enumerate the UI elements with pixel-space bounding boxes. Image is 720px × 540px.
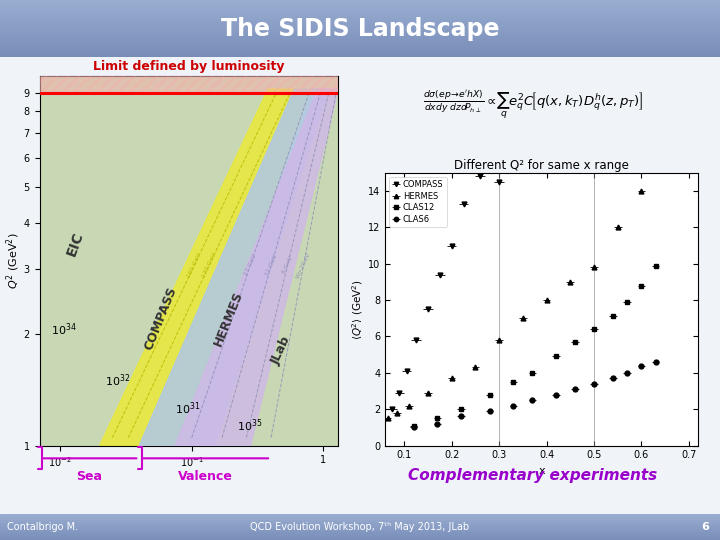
Bar xyxy=(0,23,720,24)
Text: 6: 6 xyxy=(701,522,709,532)
Text: QCD Evolution Workshop, 7ᵗʰ May 2013, JLab: QCD Evolution Workshop, 7ᵗʰ May 2013, JL… xyxy=(251,522,469,532)
Bar xyxy=(0,4,720,5)
Text: EIC: EIC xyxy=(64,230,86,258)
Bar xyxy=(0,24,720,25)
Text: JLab: JLab xyxy=(269,335,294,367)
Bar xyxy=(0,531,720,532)
Bar xyxy=(0,18,720,20)
Text: 6 GeV: 6 GeV xyxy=(282,255,294,275)
Bar xyxy=(0,527,720,528)
Bar xyxy=(0,52,720,54)
Bar xyxy=(0,515,720,517)
Text: Complementary experiments: Complementary experiments xyxy=(408,468,657,483)
Text: 27 GeV: 27 GeV xyxy=(243,254,258,276)
Bar xyxy=(0,36,720,37)
Bar xyxy=(0,532,720,534)
Bar xyxy=(0,47,720,48)
Bar xyxy=(0,7,720,9)
Bar xyxy=(0,41,720,43)
Text: 160 GeV: 160 GeV xyxy=(186,252,202,278)
Bar xyxy=(0,21,720,23)
Bar xyxy=(0,45,720,47)
Bar xyxy=(0,9,720,10)
Bar xyxy=(0,534,720,535)
Bar xyxy=(0,11,720,13)
Text: Valence: Valence xyxy=(178,470,233,483)
Text: 170 GeV: 170 GeV xyxy=(202,252,217,278)
Bar xyxy=(0,31,720,32)
Text: $10^{35}$: $10^{35}$ xyxy=(237,417,262,434)
Title: Different Q² for same x range: Different Q² for same x range xyxy=(454,159,629,172)
Bar xyxy=(0,514,720,515)
Bar xyxy=(0,0,720,2)
Bar xyxy=(0,536,720,537)
Bar xyxy=(0,523,720,524)
Bar xyxy=(0,32,720,34)
Bar xyxy=(0,519,720,521)
Bar xyxy=(0,5,720,7)
Bar xyxy=(0,539,720,540)
Text: Contalbrigo M.: Contalbrigo M. xyxy=(7,522,78,532)
Bar xyxy=(0,25,720,27)
Bar xyxy=(0,34,720,36)
Bar xyxy=(0,522,720,523)
Bar xyxy=(0,528,720,530)
Bar xyxy=(0,27,720,28)
Bar xyxy=(0,20,720,21)
Bar xyxy=(0,521,720,522)
Text: $10^{31}$: $10^{31}$ xyxy=(175,400,201,417)
Bar xyxy=(0,3,720,4)
Bar xyxy=(0,50,720,51)
Bar xyxy=(0,38,720,40)
Text: Sea: Sea xyxy=(76,470,102,483)
Bar xyxy=(0,13,720,14)
Text: $\frac{d\sigma(ep\!\rightarrow\! e^{\prime}hX)}{dxdy\;dzd\!P_{h\perp}}\propto\!\: $\frac{d\sigma(ep\!\rightarrow\! e^{\pri… xyxy=(423,89,643,122)
Bar xyxy=(0,43,720,44)
Bar xyxy=(0,17,720,18)
Text: 11 GeV: 11 GeV xyxy=(264,254,279,276)
Bar xyxy=(0,54,720,55)
Text: The SIDIS Landscape: The SIDIS Landscape xyxy=(221,17,499,42)
Bar xyxy=(0,16,720,17)
Bar xyxy=(0,28,720,30)
Bar xyxy=(0,526,720,527)
Bar xyxy=(0,40,720,41)
Bar xyxy=(0,524,720,526)
X-axis label: x: x xyxy=(539,466,545,476)
Bar xyxy=(0,55,720,57)
Text: HERMES: HERMES xyxy=(212,289,246,348)
Text: COMPASS: COMPASS xyxy=(142,285,179,353)
Legend: COMPASS, HERMES, CLAS12, CLAS6: COMPASS, HERMES, CLAS12, CLAS6 xyxy=(390,177,446,227)
Bar xyxy=(0,537,720,539)
Polygon shape xyxy=(139,89,329,446)
Bar xyxy=(0,30,720,31)
Bar xyxy=(0,37,720,38)
Bar xyxy=(0,2,720,3)
Bar xyxy=(0,10,720,11)
Bar xyxy=(0,51,720,52)
Text: W>2GeV: W>2GeV xyxy=(295,251,312,279)
Title: Limit defined by luminosity: Limit defined by luminosity xyxy=(94,60,284,73)
Polygon shape xyxy=(175,89,338,446)
Text: $10^{34}$: $10^{34}$ xyxy=(50,321,76,338)
Bar xyxy=(0,530,720,531)
Bar xyxy=(0,14,720,16)
Bar xyxy=(0,518,720,519)
Y-axis label: $Q^2\ (\mathrm{GeV}^2)$: $Q^2\ (\mathrm{GeV}^2)$ xyxy=(4,232,22,289)
Bar xyxy=(0,517,720,518)
Bar xyxy=(0,535,720,536)
Text: $10^{32}$: $10^{32}$ xyxy=(105,373,130,389)
Bar xyxy=(0,48,720,50)
Polygon shape xyxy=(99,89,310,446)
Bar xyxy=(40,76,338,92)
Bar xyxy=(0,44,720,45)
Y-axis label: $\langle Q^2\rangle\ (\mathrm{GeV}^2)$: $\langle Q^2\rangle\ (\mathrm{GeV}^2)$ xyxy=(351,279,365,340)
